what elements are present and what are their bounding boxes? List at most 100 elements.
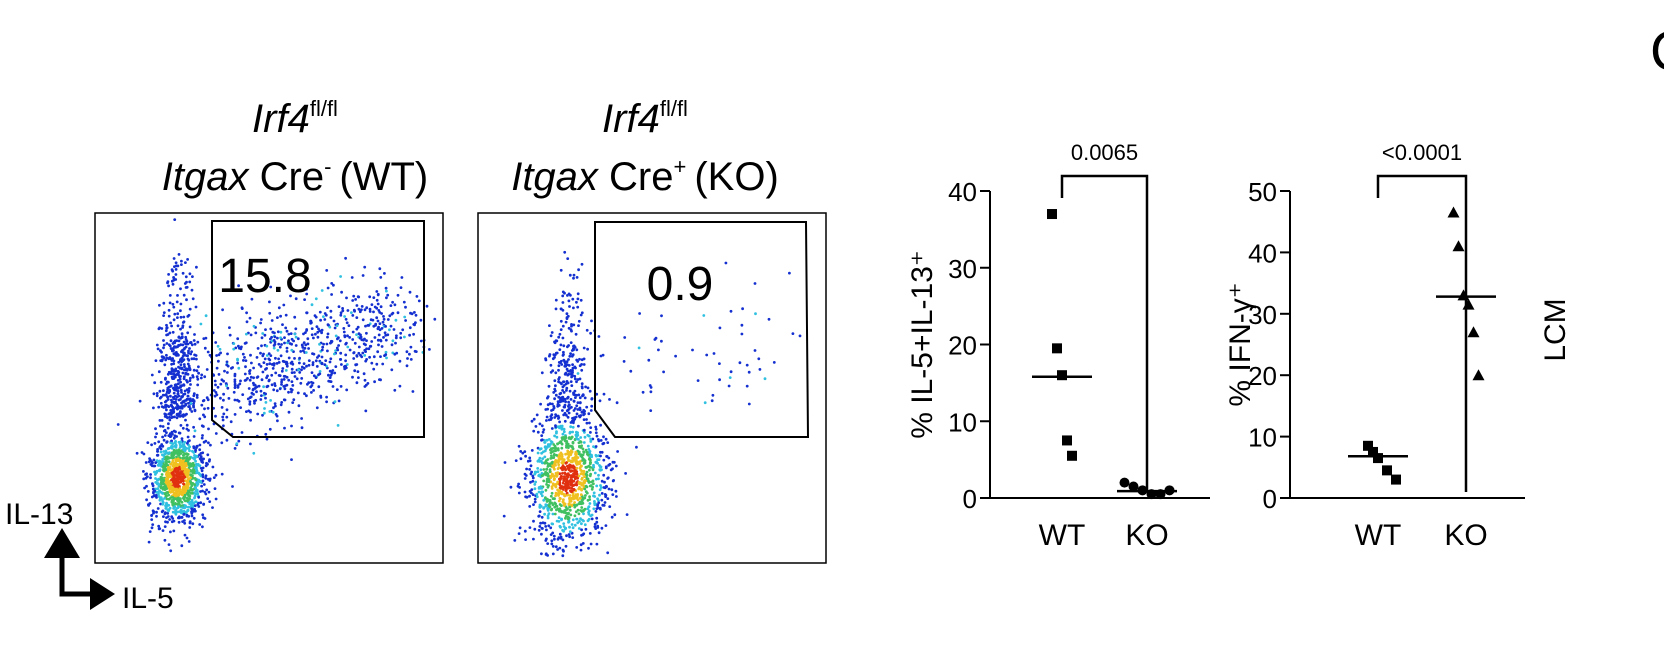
event <box>323 363 327 366</box>
event <box>535 492 539 496</box>
event <box>179 508 183 512</box>
event <box>573 473 576 476</box>
event <box>398 359 402 363</box>
event <box>179 479 183 483</box>
event <box>173 497 177 500</box>
event <box>538 525 542 528</box>
event <box>572 276 575 280</box>
event <box>312 389 315 392</box>
event <box>154 359 158 362</box>
event <box>567 468 571 472</box>
event <box>261 332 265 335</box>
y-tick-label: 30 <box>1248 300 1277 330</box>
event <box>599 454 602 458</box>
event <box>272 344 276 347</box>
event <box>335 388 339 391</box>
event <box>159 496 163 500</box>
event <box>196 340 200 344</box>
event <box>754 312 757 316</box>
event <box>282 374 286 378</box>
event <box>181 426 185 430</box>
event <box>419 318 423 322</box>
event <box>206 406 210 410</box>
event <box>311 381 315 385</box>
event <box>542 506 545 510</box>
event <box>240 306 244 310</box>
event <box>159 450 163 454</box>
event <box>740 323 744 327</box>
event <box>320 328 324 332</box>
event <box>181 490 185 493</box>
event <box>272 406 275 410</box>
event <box>589 331 592 335</box>
event <box>312 374 316 378</box>
event <box>378 378 381 381</box>
event <box>171 452 174 456</box>
event <box>241 393 245 396</box>
event <box>556 537 560 541</box>
event <box>335 324 339 327</box>
event <box>368 355 371 359</box>
event <box>534 480 537 484</box>
event <box>158 303 161 307</box>
event <box>578 519 581 523</box>
event <box>176 316 179 319</box>
event <box>560 455 564 459</box>
event <box>236 337 240 341</box>
event <box>193 496 196 500</box>
event <box>552 534 556 538</box>
event <box>304 343 308 347</box>
event <box>357 307 361 311</box>
event <box>188 520 192 524</box>
event <box>428 348 431 351</box>
event <box>563 476 567 480</box>
event <box>579 298 583 302</box>
event <box>363 265 367 269</box>
event <box>222 392 226 396</box>
event <box>545 537 548 541</box>
event <box>615 401 619 405</box>
event <box>587 480 591 483</box>
event <box>544 358 548 362</box>
event <box>190 288 194 292</box>
event <box>565 317 569 320</box>
event <box>236 361 240 365</box>
event <box>570 384 574 387</box>
event <box>328 325 332 329</box>
event <box>205 488 209 492</box>
event <box>529 491 533 495</box>
event <box>180 263 183 266</box>
event <box>574 454 578 458</box>
event <box>214 383 217 387</box>
event <box>747 370 751 374</box>
event <box>529 464 533 468</box>
event <box>589 542 593 546</box>
event <box>579 440 582 444</box>
event <box>263 333 267 337</box>
event <box>557 516 561 520</box>
event <box>179 302 183 306</box>
event <box>587 448 591 451</box>
event <box>562 522 566 525</box>
event <box>170 446 174 450</box>
event <box>400 276 404 279</box>
event <box>162 301 166 305</box>
event <box>373 336 377 339</box>
event <box>239 379 242 383</box>
event <box>579 313 583 317</box>
event <box>590 487 594 491</box>
event <box>586 386 590 390</box>
event <box>528 505 532 508</box>
event <box>174 383 178 387</box>
event <box>577 268 580 272</box>
event <box>167 357 171 361</box>
event <box>226 371 229 374</box>
event <box>287 390 290 394</box>
x-tick-label: WT <box>1039 519 1086 552</box>
event <box>391 339 395 343</box>
event <box>364 409 368 413</box>
event <box>302 341 306 345</box>
event <box>638 312 641 315</box>
event <box>257 384 261 388</box>
event <box>564 320 568 324</box>
